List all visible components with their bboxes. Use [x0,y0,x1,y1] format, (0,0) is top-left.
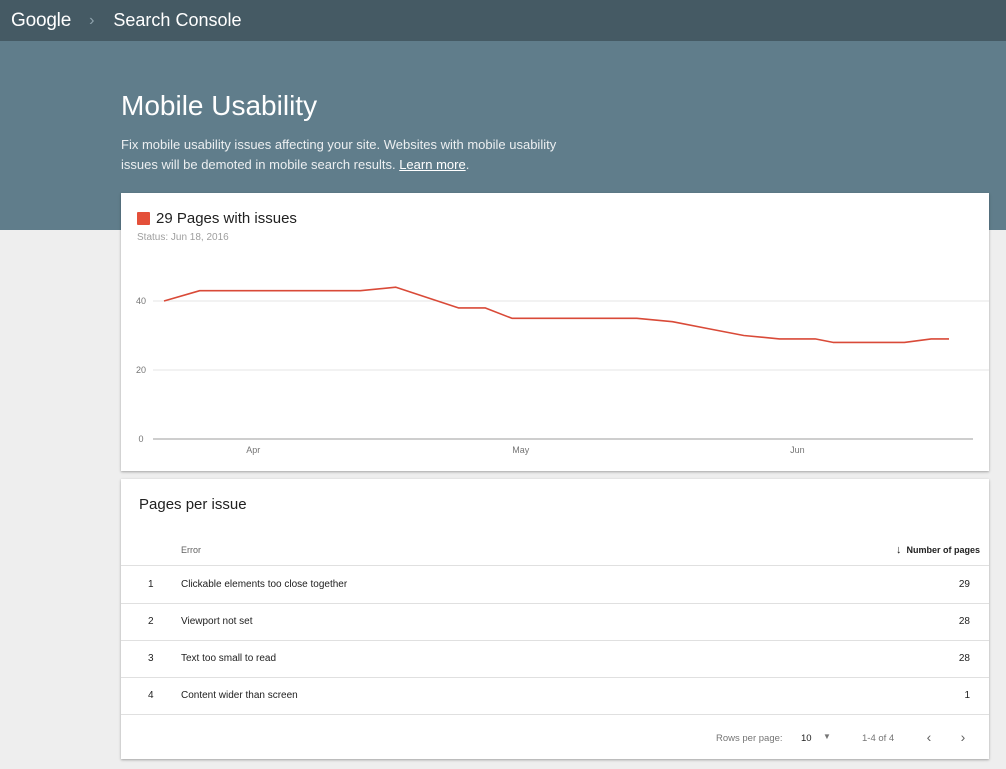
series-line [163,286,949,344]
y-tick-label: 0 [138,434,143,444]
pagination-range: 1-4 of 4 [862,733,895,744]
table-row[interactable]: 2 Viewport not set 28 [121,604,989,641]
x-tick-label: May [512,445,530,455]
pagination: Rows per page: 10 ▼ 1-4 of 4 ‹ › [121,723,989,751]
page-title: Mobile Usability [121,90,318,121]
row-index: 2 [148,616,154,627]
table-row[interactable]: 3 Text too small to read 28 [121,641,989,678]
product-title[interactable]: Search Console [113,10,242,30]
row-error-name: Content wider than screen [181,690,298,701]
legend-label: 29 Pages with issues [156,210,297,227]
issues-line-chart: 0 20 40 Apr May Jun [136,286,989,455]
chart-legend[interactable]: 29 Pages with issues [137,210,297,227]
status-date: Status: Jun 18, 2016 [137,232,229,243]
google-logo[interactable]: Google [11,9,72,31]
column-header-error[interactable]: Error [181,545,201,555]
table-row[interactable]: 1 Clickable elements too close together 29 [121,567,989,604]
learn-more-link[interactable]: Learn more [399,156,466,172]
x-tick-label: Jun [790,445,805,455]
legend-swatch-icon [137,212,150,225]
issues-table-card: Pages per issue Error ↓ Number of pages … [121,479,989,759]
table-header: Error ↓ Number of pages [121,532,989,566]
row-error-name: Clickable elements too close together [181,579,348,590]
row-index: 4 [148,690,154,701]
row-page-count: 28 [958,616,970,627]
row-index: 1 [148,579,154,590]
column-header-pages-label: Number of pages [906,545,980,555]
breadcrumb-chevron-icon: › [89,11,95,29]
chevron-right-icon[interactable]: › [960,729,966,745]
description-period: . [465,156,470,172]
row-page-count: 28 [958,653,970,664]
page-description: Fix mobile usability issues affecting yo… [121,135,581,174]
y-tick-label: 40 [136,296,146,306]
row-page-count: 29 [958,579,970,590]
row-error-name: Text too small to read [181,653,277,664]
dropdown-caret-icon[interactable]: ▼ [823,732,831,741]
x-tick-label: Apr [246,445,260,455]
chart-card: 0 20 40 Apr May Jun 29 Pages with issues Stat… [121,193,989,471]
table-title: Pages per issue [139,496,247,513]
row-index: 3 [148,653,154,664]
column-header-pages[interactable]: ↓ Number of pages [896,544,980,556]
chevron-left-icon[interactable]: ‹ [926,729,932,745]
top-app-bar: Google › Search Console [0,0,1006,41]
row-error-name: Viewport not set [181,616,253,627]
arrow-down-icon: ↓ [895,544,902,556]
rows-per-page-label: Rows per page: [716,733,783,744]
y-tick-label: 20 [136,365,146,375]
rows-per-page-select[interactable]: 10 [801,733,812,744]
row-page-count: 1 [964,690,970,701]
table-row[interactable]: 4 Content wider than screen 1 [121,678,989,715]
description-text: Fix mobile usability issues affecting yo… [121,137,557,172]
